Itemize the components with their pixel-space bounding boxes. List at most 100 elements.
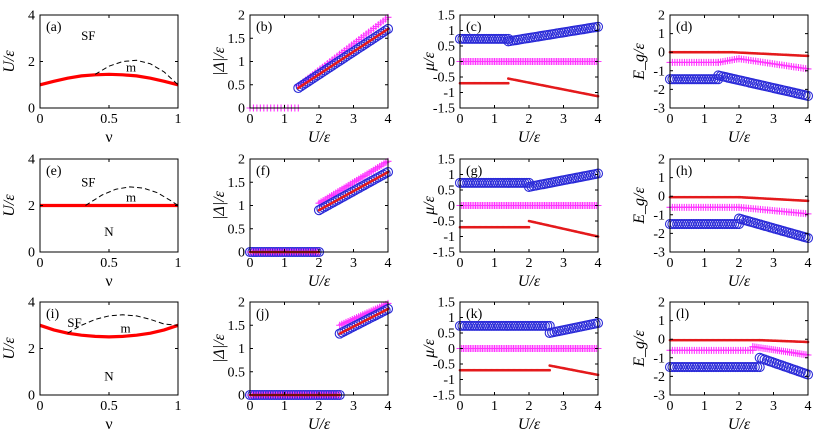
x-tick-label: 1	[281, 399, 288, 414]
circle-marker	[520, 320, 531, 331]
region-label: N	[104, 368, 114, 383]
circle-marker	[703, 362, 714, 373]
circle-marker	[491, 320, 502, 331]
y-tick-label: -0.5	[433, 358, 455, 373]
x-axis-label: ν	[105, 273, 112, 290]
circle-marker	[691, 362, 702, 373]
circle-marker	[701, 74, 712, 85]
circle-marker	[674, 362, 685, 373]
x-tick-label: 0	[247, 399, 254, 414]
y-tick-label: 1	[448, 24, 455, 39]
x-tick-label: 1	[491, 399, 498, 414]
x-tick-label: 1	[701, 112, 708, 127]
x-tick-label: 2	[526, 112, 533, 127]
circle-marker	[513, 320, 524, 331]
y-tick-label: -1	[443, 230, 455, 245]
y-tick-label: 0.5	[438, 184, 456, 199]
y-tick-label: 4	[28, 296, 35, 311]
circle-marker	[744, 362, 756, 373]
circle-marker	[496, 320, 507, 331]
x-tick-label: 1	[175, 399, 182, 414]
y-tick-label: 1.5	[438, 153, 456, 168]
plot-area	[664, 338, 814, 380]
circle-marker	[718, 362, 729, 373]
circle-marker	[462, 320, 473, 331]
chart-panel: 0 1 2 3 4-1.5-1-0.500.511.5(k)U/εμ/ε	[421, 296, 604, 433]
y-tick-label: 2	[238, 153, 245, 168]
region-label: SF	[81, 28, 95, 43]
circle-marker	[464, 33, 475, 44]
circle-marker	[747, 362, 758, 373]
y-tick-label: 1	[238, 55, 245, 70]
x-tick-label: 0	[457, 256, 464, 271]
y-axis-label: E_g/ε	[631, 330, 648, 368]
chart-panel: 0 1 2 3 4 0 0.5 1 1.5 2 (j) U/ε |Δ|/ε	[211, 296, 394, 433]
circle-marker	[498, 33, 509, 44]
panel-label: (f)	[256, 164, 270, 179]
y-tick-label: -1	[653, 351, 665, 366]
panel-label: (e)	[46, 164, 62, 179]
circle-marker	[488, 320, 499, 331]
circle-marker	[708, 362, 719, 373]
y-tick-label: -1	[443, 86, 455, 101]
x-axis-label: U/ε	[308, 273, 331, 290]
circle-marker	[522, 320, 533, 331]
circle-marker	[483, 33, 495, 44]
y-tick-label: 2	[658, 296, 665, 311]
circle-marker	[503, 320, 514, 331]
circle-marker	[457, 320, 468, 331]
circle-marker	[493, 320, 504, 331]
y-tick-label: 1	[448, 311, 455, 326]
circle-marker	[696, 362, 707, 373]
y-tick-label: 0	[658, 190, 665, 205]
x-tick-label: 1	[175, 256, 182, 271]
plot-area	[664, 195, 814, 244]
circle-marker	[380, 305, 391, 316]
circle-marker	[752, 362, 763, 373]
panel-label: (a)	[46, 20, 62, 35]
y-axis-label: μ/ε	[421, 195, 438, 215]
x-tick-label: 2	[316, 112, 323, 127]
circle-marker	[679, 362, 690, 373]
circle-marker	[457, 33, 468, 44]
y-tick-label: -1	[653, 64, 665, 79]
x-tick-label: 3	[770, 112, 777, 127]
x-tick-label: 2	[736, 399, 743, 414]
y-tick-label: 1.5	[438, 9, 456, 24]
y-axis-label: U/ε	[1, 50, 18, 73]
y-tick-label: 2	[28, 342, 35, 357]
plot-area	[39, 59, 179, 87]
x-tick-label: 0	[667, 256, 674, 271]
chart-panel: 0 1 2 3 4 -3 -2 -1 0 1 2 (l) U/ε E_g/ε	[631, 296, 814, 433]
phase-boundary-line	[39, 323, 179, 339]
x-tick-label: 0	[457, 112, 464, 127]
circle-marker	[691, 74, 702, 85]
panel-label: (b)	[256, 20, 273, 35]
panel-label: (d)	[676, 20, 693, 35]
y-tick-label: 2	[28, 55, 35, 70]
y-tick-label: -1.5	[433, 102, 455, 117]
circle-marker	[532, 320, 543, 331]
circle-marker	[677, 74, 688, 85]
circle-marker	[544, 320, 555, 331]
y-tick-label: -2	[653, 370, 665, 385]
circle-marker	[467, 320, 478, 331]
circle-marker	[689, 74, 700, 85]
circle-marker	[479, 320, 490, 331]
x-axis-label: U/ε	[308, 129, 331, 146]
chart-panel: 0 0.5 1 0 2 4 (i) SF m Nν U/ε	[1, 296, 182, 434]
circle-marker	[464, 320, 475, 331]
x-axis-label: ν	[105, 416, 112, 433]
plot-area	[40, 186, 179, 208]
circle-marker	[713, 362, 724, 373]
circle-marker	[706, 362, 717, 373]
circle-marker	[469, 320, 480, 331]
circle-marker	[723, 362, 734, 373]
x-tick-label: 3	[560, 112, 567, 127]
y-tick-label: 2	[658, 153, 665, 168]
circle-marker	[471, 33, 482, 44]
circle-marker	[542, 320, 553, 331]
dashed-boundary-line	[67, 314, 179, 334]
y-tick-label: 1	[238, 342, 245, 357]
y-axis-label: E_g/ε	[631, 43, 648, 81]
